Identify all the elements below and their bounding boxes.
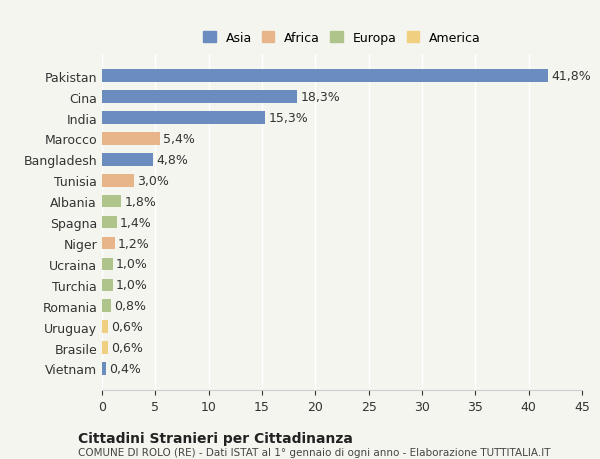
Text: 0,6%: 0,6% <box>112 320 143 333</box>
Legend: Asia, Africa, Europa, America: Asia, Africa, Europa, America <box>199 28 485 48</box>
Text: COMUNE DI ROLO (RE) - Dati ISTAT al 1° gennaio di ogni anno - Elaborazione TUTTI: COMUNE DI ROLO (RE) - Dati ISTAT al 1° g… <box>78 448 551 458</box>
Text: 1,2%: 1,2% <box>118 237 150 250</box>
Bar <box>102 341 109 354</box>
Text: 1,8%: 1,8% <box>124 195 156 208</box>
Text: 4,8%: 4,8% <box>157 154 188 167</box>
Bar <box>102 174 134 187</box>
Text: 1,0%: 1,0% <box>116 279 148 291</box>
Bar <box>102 133 160 146</box>
Bar <box>102 321 109 333</box>
Bar <box>102 112 265 124</box>
Text: 3,0%: 3,0% <box>137 174 169 187</box>
Bar <box>102 258 113 271</box>
Bar <box>102 237 115 250</box>
Text: 0,4%: 0,4% <box>109 362 142 375</box>
Text: 0,8%: 0,8% <box>114 300 146 313</box>
Text: 5,4%: 5,4% <box>163 133 194 146</box>
Bar <box>102 70 548 83</box>
Bar <box>102 91 297 104</box>
Text: Cittadini Stranieri per Cittadinanza: Cittadini Stranieri per Cittadinanza <box>78 431 353 445</box>
Text: 18,3%: 18,3% <box>301 91 340 104</box>
Text: 0,6%: 0,6% <box>112 341 143 354</box>
Bar <box>102 196 121 208</box>
Text: 41,8%: 41,8% <box>551 70 591 83</box>
Text: 15,3%: 15,3% <box>268 112 308 125</box>
Bar <box>102 363 106 375</box>
Bar <box>102 216 117 229</box>
Text: 1,0%: 1,0% <box>116 258 148 271</box>
Bar <box>102 154 153 166</box>
Text: 1,4%: 1,4% <box>120 216 152 229</box>
Bar <box>102 300 110 312</box>
Bar <box>102 279 113 291</box>
